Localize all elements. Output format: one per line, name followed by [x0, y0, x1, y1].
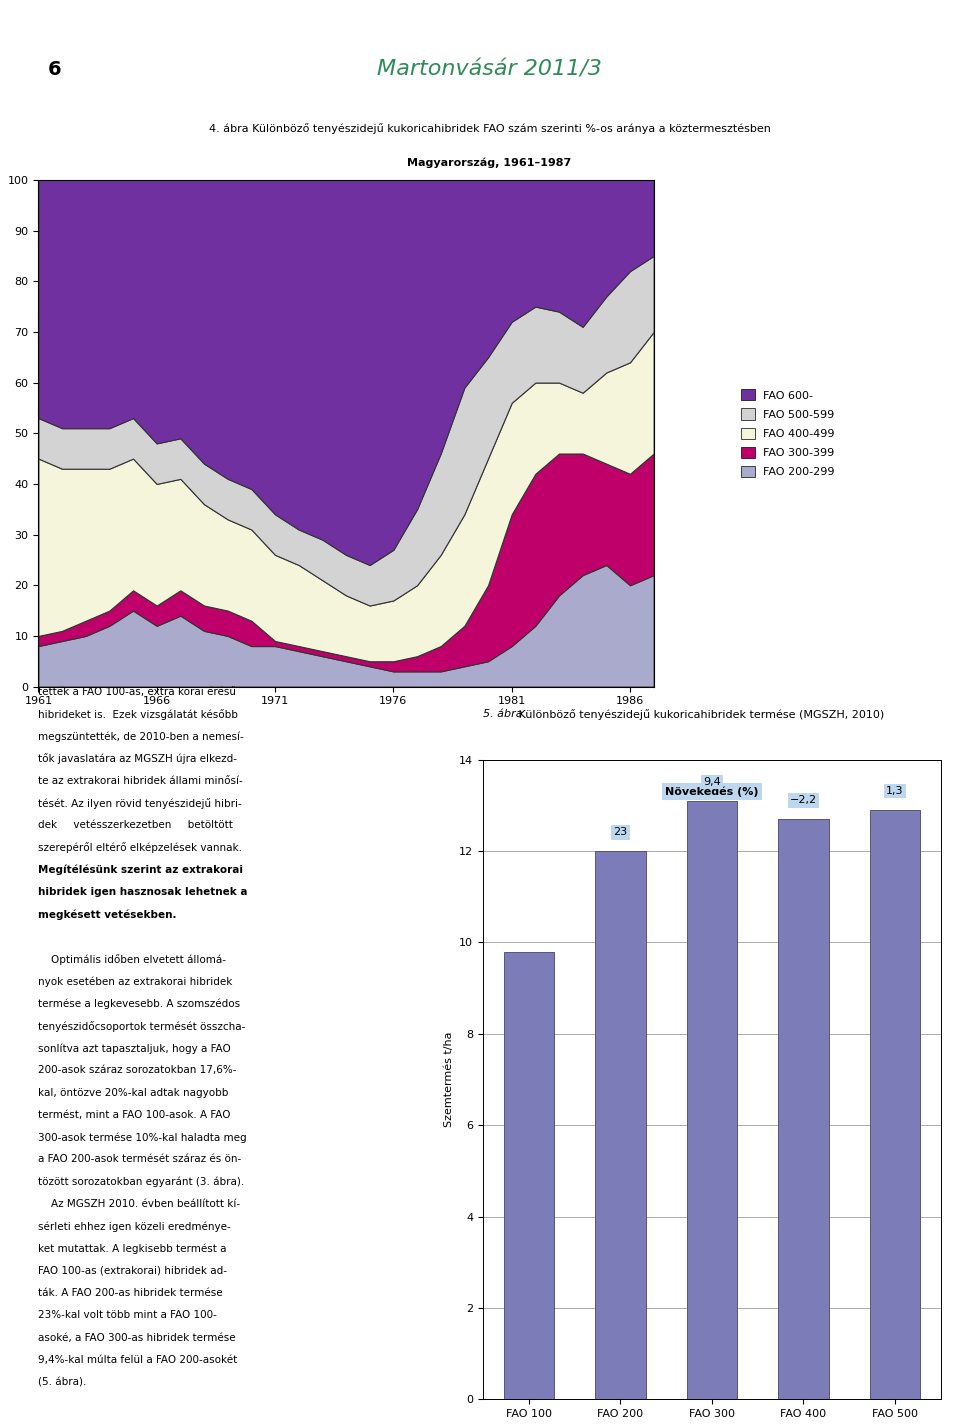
Text: ket mutattak. A legkisebb termést a: ket mutattak. A legkisebb termést a	[38, 1244, 227, 1254]
Text: 6: 6	[47, 60, 61, 79]
Bar	[779, 820, 828, 1399]
Text: 5. ábra: 5. ábra	[483, 710, 522, 720]
Text: hibrideket is.  Ezek vizsgálatát később: hibrideket is. Ezek vizsgálatát később	[38, 708, 238, 720]
Text: 300-asok termése 10%-kal haladta meg: 300-asok termése 10%-kal haladta meg	[38, 1132, 247, 1142]
Text: nyok esetében az extrakorai hibridek: nyok esetében az extrakorai hibridek	[38, 977, 232, 987]
Text: 9,4: 9,4	[703, 777, 721, 787]
Text: (5. ábra).: (5. ábra).	[38, 1377, 86, 1387]
Y-axis label: Szemtermés t/ha: Szemtermés t/ha	[444, 1032, 453, 1127]
Text: tenyészidőcsoportok termését összcha-: tenyészidőcsoportok termését összcha-	[38, 1021, 246, 1031]
Bar	[595, 851, 645, 1399]
Legend: FAO 600-, FAO 500-599, FAO 400-499, FAO 300-399, FAO 200-299: FAO 600-, FAO 500-599, FAO 400-499, FAO …	[741, 388, 835, 477]
Text: tették a FAO 100-as, extra korai érésű: tették a FAO 100-as, extra korai érésű	[38, 687, 236, 697]
Text: Magyarország, 1961–1987: Magyarország, 1961–1987	[407, 157, 572, 169]
Text: hibridek igen hasznosak lehetnek a: hibridek igen hasznosak lehetnek a	[38, 887, 248, 897]
Text: asoké, a FAO 300-as hibridek termése: asoké, a FAO 300-as hibridek termése	[38, 1332, 236, 1342]
Bar	[870, 810, 921, 1399]
Text: 23%-kal volt több mint a FAO 100-: 23%-kal volt több mint a FAO 100-	[38, 1311, 217, 1321]
Text: FAO 100-as (extrakorai) hibridek ad-: FAO 100-as (extrakorai) hibridek ad-	[38, 1265, 228, 1275]
Text: 200-asok száraz sorozatokban 17,6%-: 200-asok száraz sorozatokban 17,6%-	[38, 1065, 237, 1075]
Text: 1,3: 1,3	[886, 787, 903, 797]
Text: megkésett vetésekben.: megkésett vetésekben.	[38, 910, 177, 920]
Text: Megítélésünk szerint az extrakorai: Megítélésünk szerint az extrakorai	[38, 865, 244, 875]
Text: termése a legkevesebb. A szomszédos: termése a legkevesebb. A szomszédos	[38, 998, 241, 1010]
Text: Optimális időben elvetett állomá-: Optimális időben elvetett állomá-	[38, 954, 227, 965]
Text: sérleti ehhez igen közeli eredménye-: sérleti ehhez igen közeli eredménye-	[38, 1221, 231, 1232]
Bar	[504, 951, 554, 1399]
Text: megszüntették, de 2010-ben a nemesí-: megszüntették, de 2010-ben a nemesí-	[38, 731, 244, 741]
Text: te az extrakorai hibridek állami minősí-: te az extrakorai hibridek állami minősí-	[38, 775, 243, 785]
Text: termést, mint a FAO 100-asok. A FAO: termést, mint a FAO 100-asok. A FAO	[38, 1110, 231, 1120]
Text: tözött sorozatokban egyaránt (3. ábra).: tözött sorozatokban egyaránt (3. ábra).	[38, 1177, 245, 1187]
Text: 23: 23	[613, 827, 628, 837]
Text: tők javaslatára az MGSZH újra elkezd-: tők javaslatára az MGSZH újra elkezd-	[38, 754, 237, 764]
Bar	[686, 801, 737, 1399]
Text: 9,4%-kal múlta felül a FAO 200-asokét: 9,4%-kal múlta felül a FAO 200-asokét	[38, 1355, 238, 1365]
Text: Különböző tenyészidejű kukoricahibridek termése (MGSZH, 2010): Különböző tenyészidejű kukoricahibridek …	[516, 708, 884, 720]
Text: Növekedés (%): Növekedés (%)	[665, 787, 758, 797]
Text: Martonvásár 2011/3: Martonvásár 2011/3	[377, 60, 602, 80]
Text: a FAO 200-asok termését száraz és ön-: a FAO 200-asok termését száraz és ön-	[38, 1154, 242, 1164]
Text: −2,2: −2,2	[790, 795, 817, 805]
Text: szerepéről eltérő elképzelések vannak.: szerepéről eltérő elképzelések vannak.	[38, 843, 242, 854]
Text: Az MGSZH 2010. évben beállított kí-: Az MGSZH 2010. évben beállított kí-	[38, 1200, 241, 1210]
Text: 4. ábra Különböző tenyészidejű kukoricahibridek FAO szám szerinti %-os aránya a : 4. ábra Különböző tenyészidejű kukoricah…	[208, 123, 771, 134]
Text: ták. A FAO 200-as hibridek termése: ták. A FAO 200-as hibridek termése	[38, 1288, 223, 1298]
Text: kal, öntözve 20%-kal adtak nagyobb: kal, öntözve 20%-kal adtak nagyobb	[38, 1088, 228, 1098]
Text: tését. Az ilyen rövid tenyészidejű hibri-: tését. Az ilyen rövid tenyészidejű hibri…	[38, 798, 242, 808]
Text: sonlítva azt tapasztaljuk, hogy a FAO: sonlítva azt tapasztaljuk, hogy a FAO	[38, 1042, 231, 1054]
Y-axis label: %: %	[0, 427, 2, 440]
Text: dek     vetésszerkezetben     betöltött: dek vetésszerkezetben betöltött	[38, 820, 233, 830]
